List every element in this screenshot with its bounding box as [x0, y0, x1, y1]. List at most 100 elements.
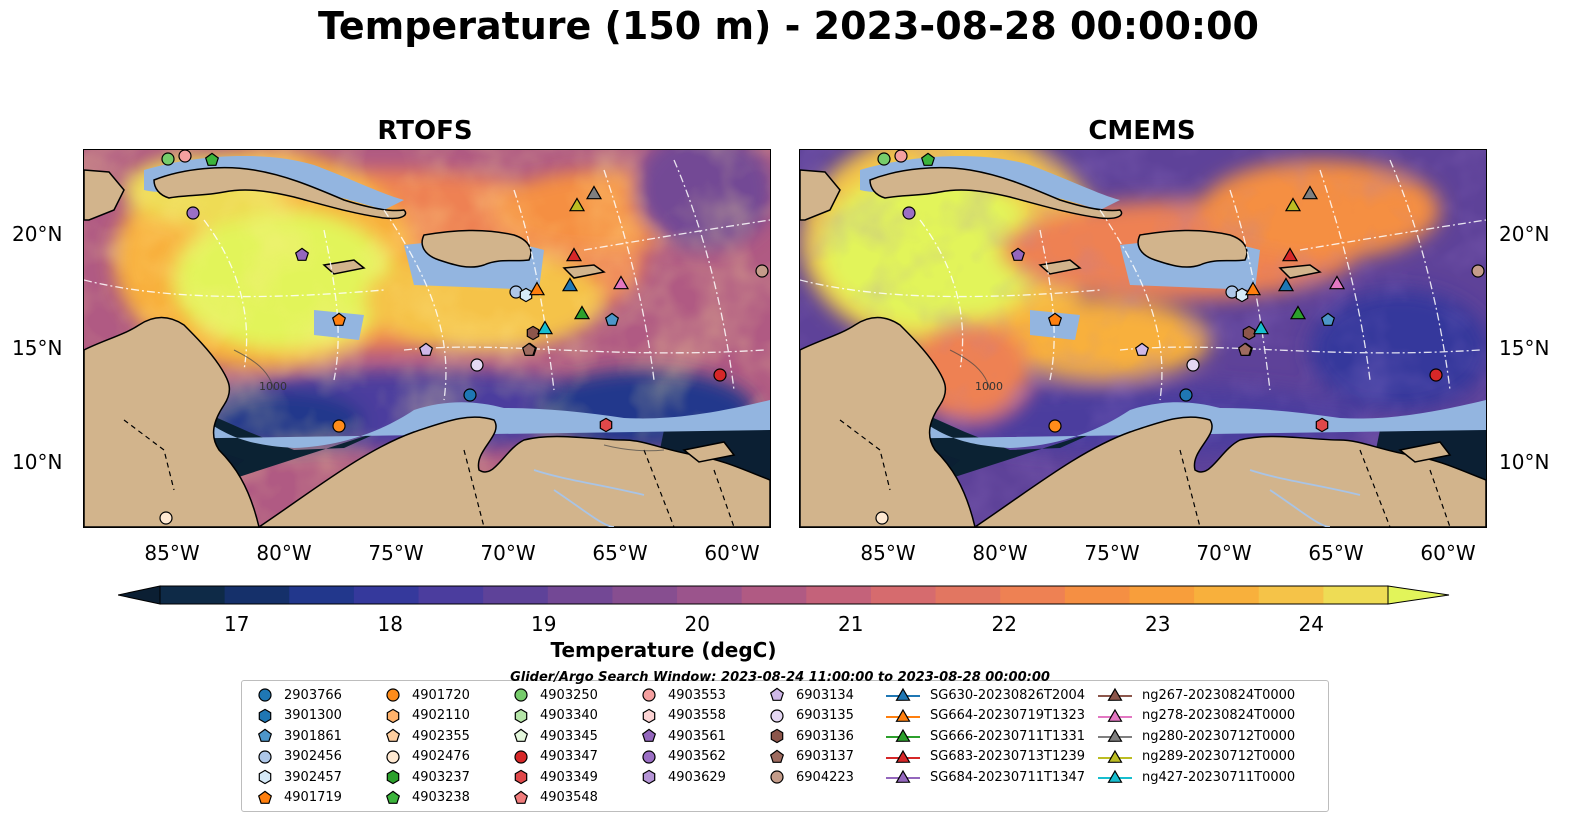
- legend-marker: [1107, 749, 1123, 763]
- legend-label: ng278-20230824T0000: [1142, 708, 1296, 723]
- legend-marker: [770, 770, 784, 784]
- legend-item: 2903766: [256, 685, 342, 705]
- legend-item: ng278-20230824T0000: [1098, 706, 1295, 726]
- lat-tick-label-left: 15°N: [12, 336, 63, 360]
- platform-marker: [1289, 305, 1307, 320]
- legend-marker-icon: [886, 708, 920, 722]
- legend-marker-icon: [886, 749, 920, 763]
- legend-item: SG664-20230719T1323: [886, 706, 1085, 726]
- legend-marker: [770, 728, 784, 744]
- legend-label: 4903349: [540, 769, 598, 785]
- platform-marker: [894, 150, 908, 163]
- platform-marker: [755, 264, 769, 278]
- legend-item: SG666-20230711T1331: [886, 726, 1085, 746]
- legend-marker: [895, 708, 911, 722]
- legend-caption: Glider/Argo Search Window: 2023-08-24 11…: [510, 670, 1050, 685]
- platform-marker: [463, 388, 477, 402]
- legend-item: 6903134: [768, 685, 854, 705]
- legend-item: 3901861: [256, 726, 342, 746]
- legend-marker: [895, 749, 911, 763]
- legend-marker-icon: [514, 749, 528, 764]
- legend-item: 6903135: [768, 706, 854, 726]
- legend-marker: [257, 728, 273, 742]
- legend-marker-icon: [258, 708, 272, 723]
- platform-markers: [875, 150, 1485, 525]
- legend-label: 6903136: [796, 728, 854, 744]
- lat-tick-label-right: 15°N: [1499, 336, 1550, 360]
- legend-label: 4902110: [412, 708, 470, 723]
- platform-marker: [186, 206, 200, 220]
- platform-marker: [713, 368, 727, 382]
- legend-label: 4903340: [540, 708, 598, 723]
- legend-item: 4901719: [256, 788, 342, 808]
- eez-boundaries: [84, 159, 770, 401]
- platform-marker: [875, 511, 889, 525]
- platform-markers: [159, 150, 769, 525]
- colorbar-band: [289, 586, 355, 604]
- isobath-label: 1000: [975, 380, 1003, 393]
- colorbar: [117, 585, 1450, 605]
- lon-tick-label: 65°W: [592, 541, 648, 565]
- legend-item: 4903340: [512, 706, 598, 726]
- platform-marker: [418, 342, 434, 356]
- rivers: [533, 469, 645, 527]
- country-borders: [839, 419, 1451, 527]
- colorbar-band: [1000, 586, 1066, 604]
- legend-marker-icon: [642, 708, 656, 723]
- legend-label: 4901720: [412, 687, 470, 703]
- legend-item: SG684-20230711T1347: [886, 767, 1085, 787]
- platform-marker: [585, 185, 603, 200]
- legend-label: 4903347: [540, 749, 598, 764]
- platform-marker: [612, 275, 630, 290]
- legend-label: 3902457: [284, 769, 342, 785]
- colorbar-band: [1064, 586, 1131, 604]
- platform-marker: [1284, 197, 1302, 212]
- isobath-label: 1000: [259, 380, 287, 393]
- platform-marker: [568, 197, 586, 212]
- legend-label: 3902456: [284, 749, 342, 764]
- legend-label: SG683-20230713T1239: [930, 749, 1086, 764]
- legend-marker: [258, 708, 272, 723]
- rtofs-map: 1000: [84, 150, 770, 527]
- eez-boundaries: [800, 159, 1486, 401]
- platform-marker: [470, 358, 484, 372]
- platform-marker: [565, 247, 583, 262]
- platform-marker: [204, 152, 220, 166]
- legend-label: SG664-20230719T1323: [930, 708, 1086, 723]
- legend-marker-icon: [258, 749, 272, 764]
- platform-marker: [573, 305, 591, 320]
- legend-marker-icon: [386, 769, 400, 785]
- legend-marker-icon: [642, 688, 656, 702]
- legend-item: 4903548: [512, 788, 598, 808]
- platform-marker: [1471, 264, 1485, 278]
- legend-label: SG666-20230711T1331: [930, 728, 1086, 744]
- legend-item: 4901720: [384, 685, 470, 705]
- lon-tick-label: 80°W: [256, 541, 312, 565]
- legend-marker-icon: [1098, 749, 1132, 763]
- legend-marker-icon: [642, 769, 656, 785]
- lon-tick-label: 80°W: [972, 541, 1028, 565]
- colorbar-band: [935, 586, 1001, 604]
- legend-item: ng289-20230712T0000: [1098, 747, 1295, 767]
- legend-item: SG630-20230826T2004: [886, 685, 1085, 705]
- platform-marker: [1277, 277, 1295, 292]
- platform-marker: [599, 417, 613, 433]
- lat-tick-label-left: 20°N: [12, 222, 63, 246]
- lat-tick-label-left: 10°N: [12, 450, 63, 474]
- legend-marker: [386, 769, 400, 785]
- legend-marker-icon: [886, 769, 920, 783]
- legend-label: SG684-20230711T1347: [930, 769, 1086, 785]
- legend-marker: [258, 688, 272, 702]
- legend-marker: [895, 769, 911, 783]
- platform-marker: [536, 320, 554, 335]
- colorbar-band: [741, 586, 807, 604]
- legend-marker-icon: [386, 708, 400, 723]
- colorbar-band: [1323, 586, 1389, 604]
- lat-tick-label-right: 20°N: [1499, 222, 1550, 246]
- legend-label: 4903558: [668, 708, 726, 723]
- colorbar-tick-label: 20: [684, 612, 710, 636]
- legend-item: 4903349: [512, 767, 598, 787]
- colorbar-tick-label: 21: [838, 612, 864, 636]
- legend-marker-icon: [385, 790, 401, 804]
- legend-label: 4903561: [668, 728, 726, 744]
